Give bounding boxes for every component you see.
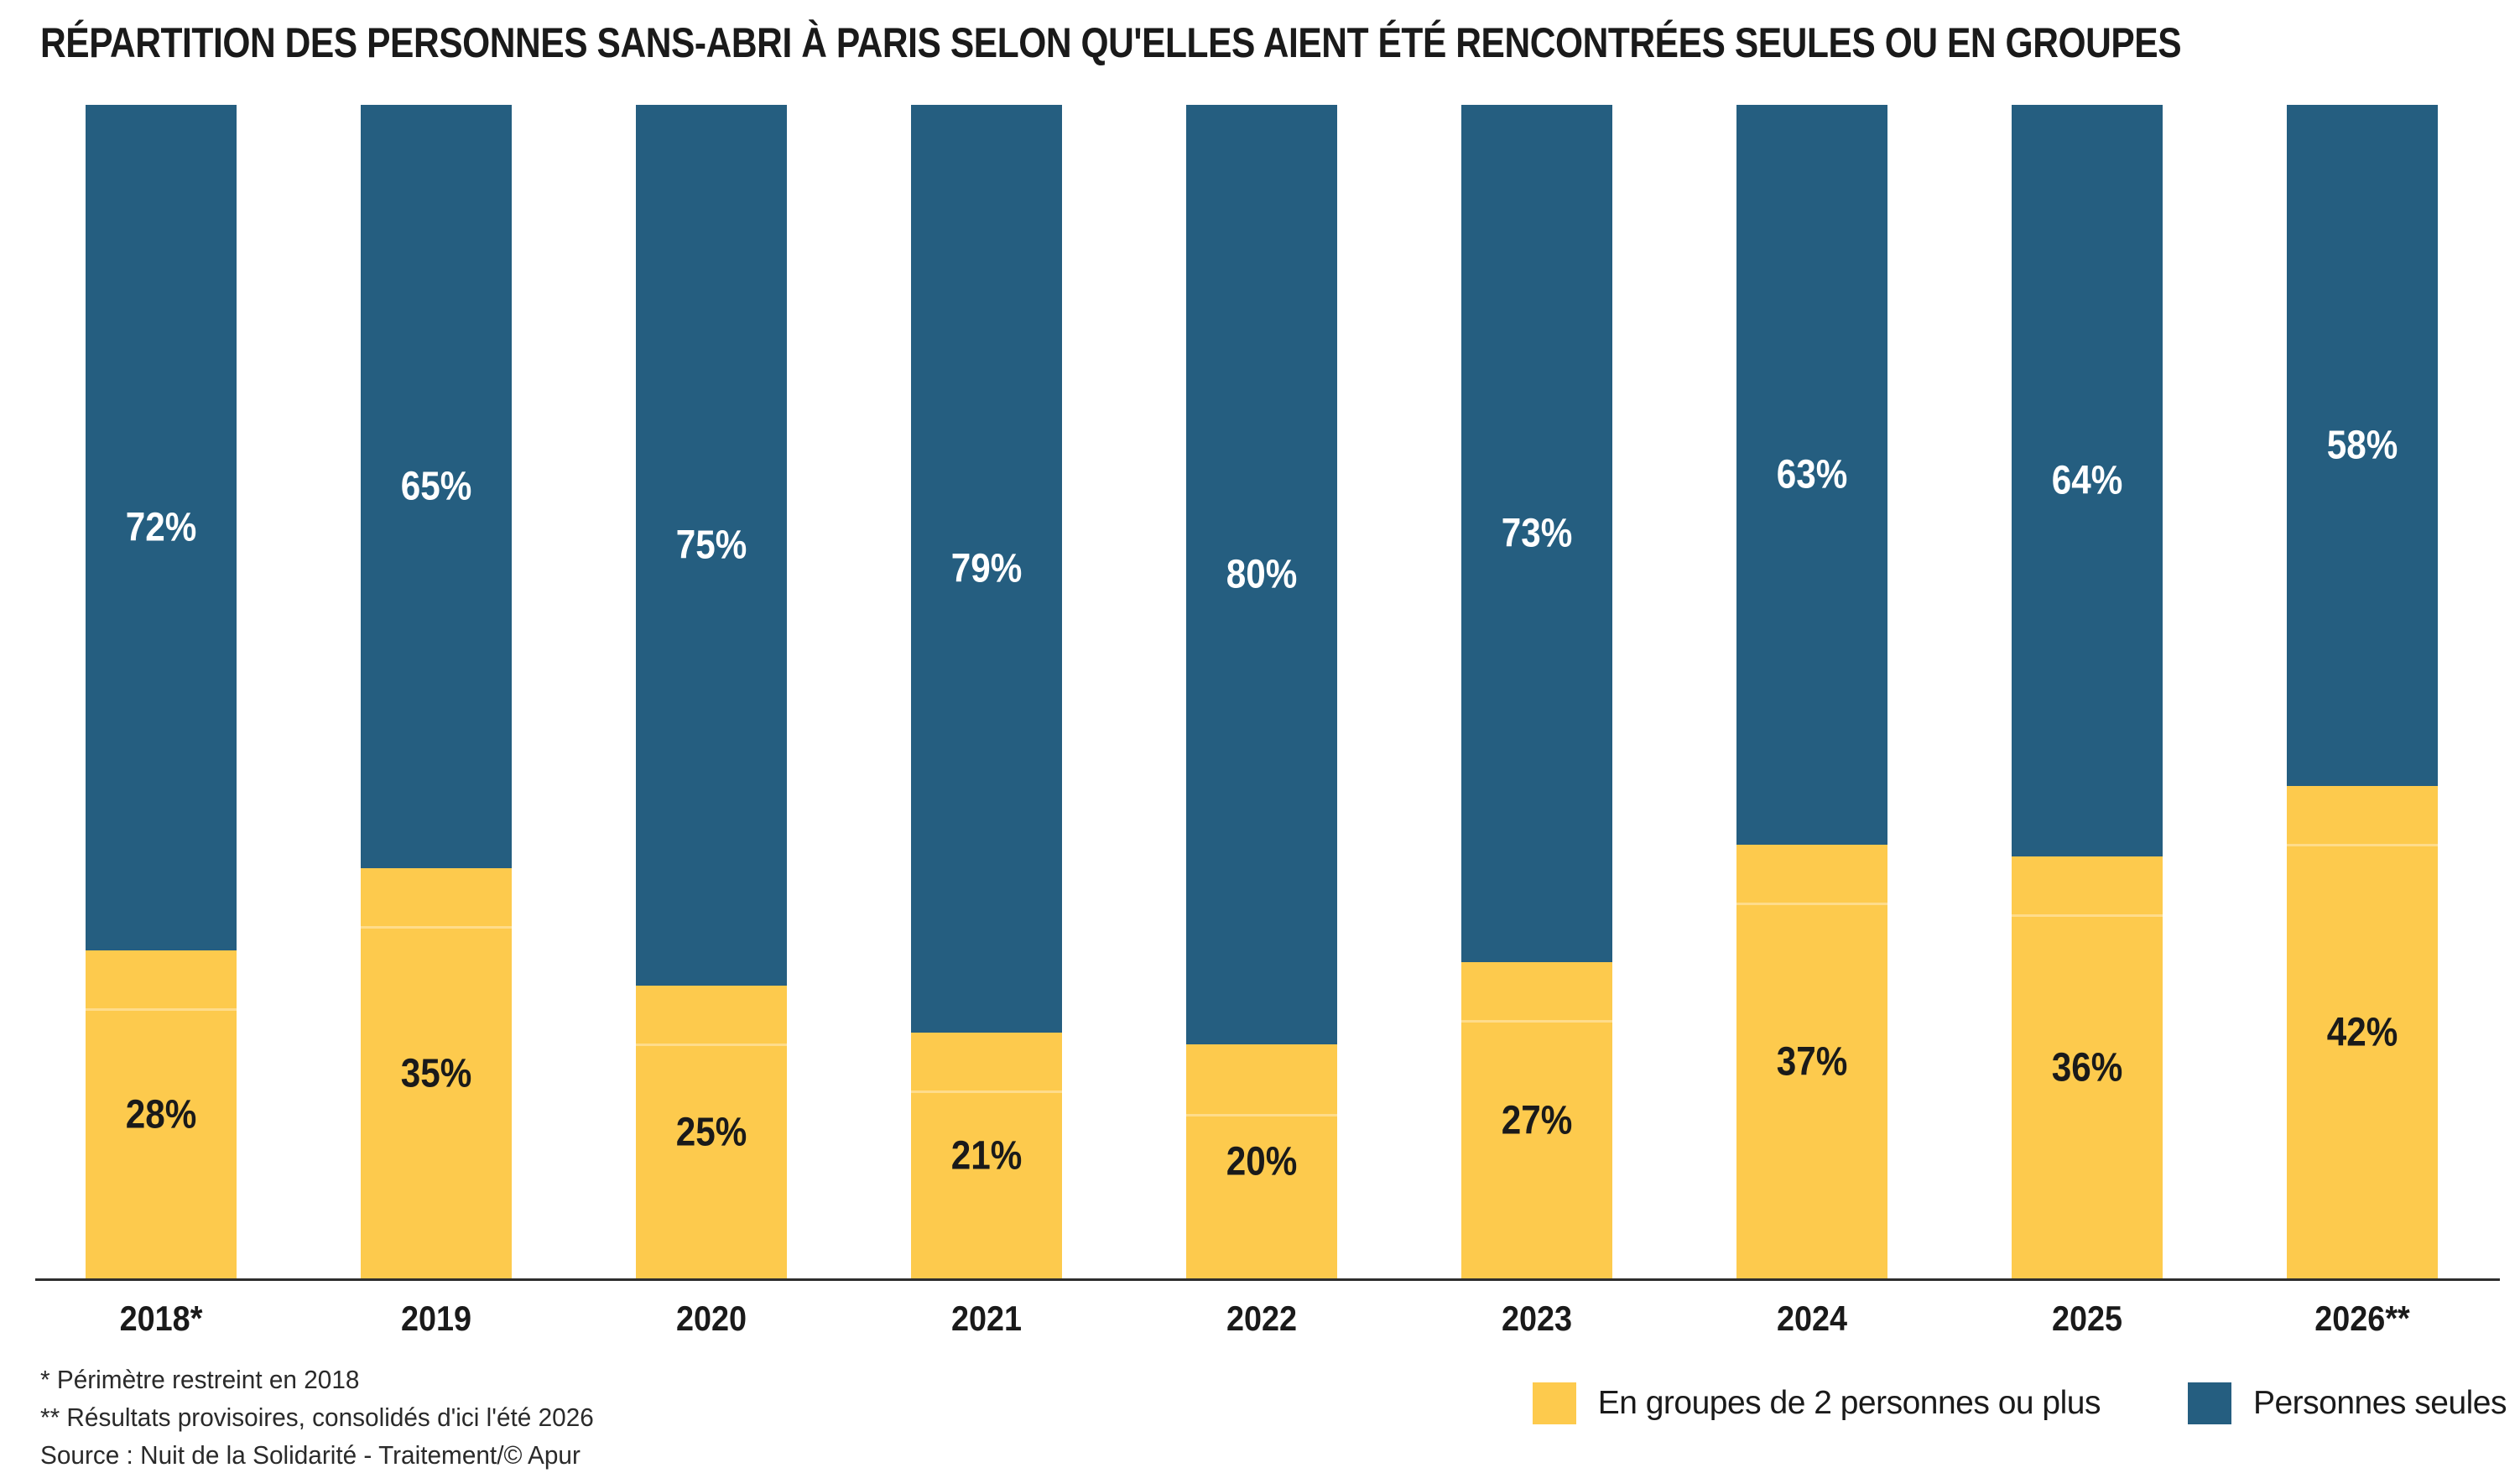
value-label-personnes-seules: 64% [2051,458,2123,503]
value-label-en-groupes: 35% [400,1051,472,1096]
segment-en-groupes [1461,962,1612,1279]
value-label-en-groupes: 42% [2326,1010,2398,1055]
footnote-source: Source : Nuit de la Solidarité - Traitem… [40,1440,581,1470]
value-label-en-groupes: 25% [675,1110,747,1155]
x-axis-label-2018: 2018* [119,1299,203,1338]
segment-personnes-seules [1736,105,1887,845]
x-axis-label-2021: 2021 [950,1299,1023,1338]
bar-group-2024: 63% 37% [1736,105,1887,1279]
bar-group-2020: 75% 25% [636,105,787,1279]
legend-swatch-personnes-seules [2187,1382,2231,1424]
value-label-personnes-seules: 72% [125,505,197,550]
x-axis-label-2020: 2020 [675,1299,747,1338]
value-label-en-groupes: 21% [950,1133,1023,1179]
value-label-personnes-seules: 65% [400,464,472,509]
footnote-provisoires: ** Résultats provisoires, consolidés d'i… [40,1403,594,1432]
faint-subgroup-divider [1186,1114,1337,1116]
faint-subgroup-divider [911,1090,1062,1093]
footnotes: * Périmètre restreint en 2018 ** Résulta… [40,1361,594,1473]
legend: En groupes de 2 personnes ou plus Personn… [1532,1382,2507,1424]
bar-group-2025: 64% 36% [2012,105,2163,1279]
segment-en-groupes [2012,856,2163,1279]
faint-subgroup-divider [86,1008,237,1011]
faint-subgroup-divider [361,926,512,929]
segment-en-groupes [361,868,512,1279]
legend-label-en-groupes: En groupes de 2 personnes ou plus [1597,1385,2101,1421]
x-axis-label-2019: 2019 [400,1299,472,1338]
x-axis-label-2025: 2025 [2051,1299,2123,1338]
faint-subgroup-divider [2012,914,2163,917]
segment-en-groupes [911,1033,1062,1279]
segment-en-groupes [1186,1044,1337,1279]
bar-group-2018: 72% 28% [86,105,237,1279]
bar-group-2022: 80% 20% [1186,105,1337,1279]
legend-label-personnes-seules: Personnes seules [2252,1385,2507,1421]
value-label-en-groupes: 37% [1776,1039,1848,1085]
value-label-en-groupes: 28% [125,1092,197,1137]
segment-personnes-seules [86,105,237,950]
bar-group-2021: 79% 21% [911,105,1062,1279]
value-label-personnes-seules: 58% [2326,423,2398,468]
segment-personnes-seules [1461,105,1612,962]
bar-group-2026: 58% 42% [2287,105,2438,1279]
chart-title: RÉPARTITION DES PERSONNES SANS-ABRI À PA… [40,19,2182,66]
bar-group-2023: 73% 27% [1461,105,1612,1279]
value-label-personnes-seules: 79% [950,546,1023,591]
faint-subgroup-divider [1736,903,1887,905]
segment-en-groupes [636,986,787,1279]
value-label-personnes-seules: 63% [1776,452,1848,497]
x-axis-line [35,1278,2500,1281]
value-label-en-groupes: 36% [2051,1045,2123,1090]
faint-subgroup-divider [1461,1020,1612,1023]
bar-group-2019: 65% 35% [361,105,512,1279]
segment-personnes-seules [2012,105,2163,856]
segment-en-groupes [1736,845,1887,1279]
segment-personnes-seules [911,105,1062,1033]
segment-personnes-seules [636,105,787,986]
segment-personnes-seules [1186,105,1337,1044]
value-label-personnes-seules: 75% [675,523,747,568]
value-label-en-groupes: 20% [1226,1139,1298,1184]
x-axis-label-2023: 2023 [1501,1299,1573,1338]
value-label-personnes-seules: 73% [1501,511,1573,556]
x-axis-label-2022: 2022 [1226,1299,1298,1338]
segment-personnes-seules [361,105,512,868]
x-axis-label-2024: 2024 [1776,1299,1848,1338]
segment-personnes-seules [2287,105,2438,786]
segment-en-groupes [2287,786,2438,1279]
x-axis-label-2026: 2026** [2314,1299,2410,1338]
faint-subgroup-divider [636,1044,787,1046]
value-label-personnes-seules: 80% [1226,552,1298,597]
legend-swatch-en-groupes [1532,1382,1576,1424]
value-label-en-groupes: 27% [1501,1098,1573,1143]
faint-subgroup-divider [2287,844,2438,846]
footnote-perimetre: * Périmètre restreint en 2018 [40,1365,360,1394]
segment-en-groupes [86,950,237,1279]
